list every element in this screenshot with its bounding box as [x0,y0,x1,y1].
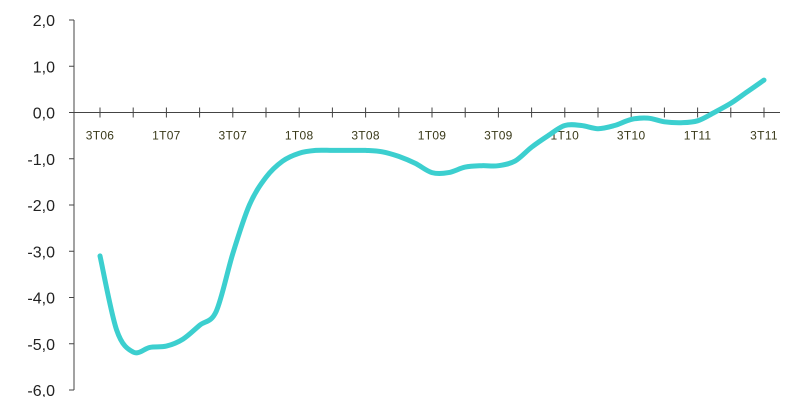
x-tick-label: 3T08 [351,129,380,143]
y-tick-label: -1,0 [27,152,55,169]
x-tick-label: 1T08 [285,129,314,143]
x-tick-label: 3T10 [617,129,646,143]
y-tick-label: 2,0 [33,13,55,30]
y-tick-label: 1,0 [33,59,55,76]
x-tick-label: 3T09 [484,129,513,143]
series-group [97,77,767,356]
x-tick-label: 3T07 [219,129,248,143]
y-tick-label: -3,0 [27,244,55,261]
y-tick-label: -2,0 [27,198,55,215]
y-axis: 2,0 1,0 0,0 -1,0 -2,0 -3,0 -4,0 -5,0 -6,0 [27,13,75,397]
y-tick-label: -5,0 [27,337,55,354]
x-tick-label: 1T09 [418,129,447,143]
x-tick-label: 3T11 [750,129,778,143]
x-tick-label: 1T11 [684,129,712,143]
series-line [97,77,767,356]
x-axis: 3T06 1T07 3T07 1T08 3T08 1T09 3T09 1T10 3T10 1T11… [74,107,780,143]
x-tick-label: 1T07 [152,129,181,143]
x-tick-label: 3T06 [86,129,115,143]
y-tick-label: -6,0 [27,383,55,397]
y-tick-label: -4,0 [27,291,55,308]
y-tick-label: 0,0 [33,106,55,123]
